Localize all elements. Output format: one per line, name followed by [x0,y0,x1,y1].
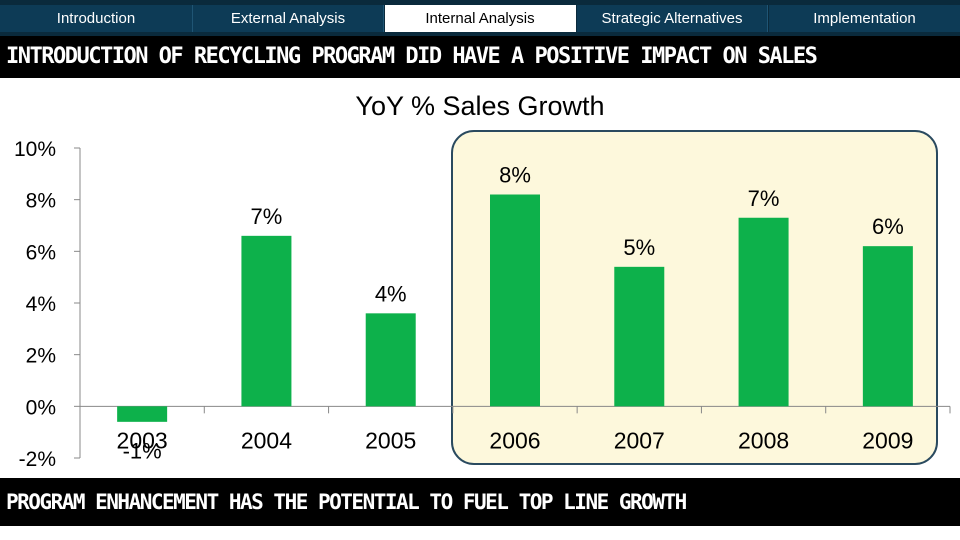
data-label: 6% [872,214,904,239]
y-tick-label: 8% [26,190,56,213]
chart-title: YoY % Sales Growth [355,91,604,121]
x-tick-label: 2008 [738,427,789,453]
sales-growth-chart: YoY % Sales Growth -2% 0% 2% 4% 6% 8% 10% 2003… [14,91,951,471]
y-tick-label: 10% [14,138,56,161]
tab-introduction[interactable]: Introduction [0,5,193,32]
tab-internal-analysis[interactable]: Internal Analysis [385,5,576,32]
y-tick-label: 4% [26,293,56,316]
top-navigation: Introduction External Analysis Internal … [0,0,960,36]
bar-2005 [365,313,416,407]
data-label: 7% [748,186,780,211]
y-tick-label: 0% [26,396,56,419]
bar-2008 [738,217,789,407]
x-tick-label: 2003 [117,427,168,453]
footer-banner: PROGRAM ENHANCEMENT HAS THE POTENTIAL TO… [0,478,960,526]
tab-strategic-alternatives[interactable]: Strategic Alternatives [577,5,768,32]
bar-2004 [241,235,292,407]
x-tick-label: 2009 [862,427,913,453]
headline-banner: INTRODUCTION OF RECYCLING PROGRAM DID HA… [0,36,960,78]
highlight-box [451,130,938,465]
tab-external-analysis[interactable]: External Analysis [193,5,384,32]
x-tick-label: 2005 [365,427,416,453]
data-label: 7% [251,204,283,229]
x-tick-label: 2004 [241,427,292,453]
y-tick-label: 6% [26,241,56,264]
data-label: 4% [375,281,407,306]
x-tick-label: 2007 [614,427,665,453]
bar-2003 [117,406,168,422]
y-tick-label: -2% [19,448,56,471]
bar-2009 [862,246,913,407]
tab-implementation[interactable]: Implementation [769,5,960,32]
bar-2007 [614,266,665,407]
bar-2006 [490,194,540,407]
x-tick-label: 2006 [489,427,540,453]
y-tick-label: 2% [26,345,56,368]
data-label: -1% [123,438,162,463]
data-label: 8% [499,163,531,188]
data-label: 5% [623,235,655,260]
